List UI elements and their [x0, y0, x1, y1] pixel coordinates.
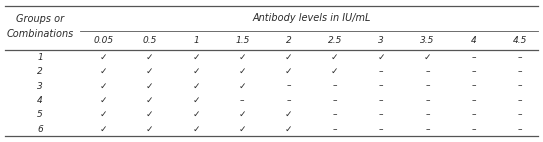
- Text: ✓: ✓: [238, 82, 246, 90]
- Text: –: –: [332, 125, 337, 134]
- Text: 5: 5: [37, 110, 43, 119]
- Text: ✓: ✓: [192, 82, 200, 90]
- Text: –: –: [240, 96, 244, 105]
- Text: ✓: ✓: [285, 110, 292, 119]
- Text: 3.5: 3.5: [420, 36, 434, 45]
- Text: –: –: [425, 96, 430, 105]
- Text: Combinations: Combinations: [7, 29, 74, 39]
- Text: 3: 3: [378, 36, 384, 45]
- Text: ✓: ✓: [100, 125, 108, 134]
- Text: –: –: [471, 53, 476, 62]
- Text: –: –: [425, 110, 430, 119]
- Text: –: –: [379, 125, 383, 134]
- Text: –: –: [332, 82, 337, 90]
- Text: –: –: [471, 67, 476, 76]
- Text: ✓: ✓: [192, 96, 200, 105]
- Text: 4.5: 4.5: [513, 36, 527, 45]
- Text: ✓: ✓: [100, 110, 108, 119]
- Text: 1.5: 1.5: [235, 36, 249, 45]
- Text: Groups or: Groups or: [16, 14, 64, 24]
- Text: ✓: ✓: [146, 110, 154, 119]
- Text: –: –: [379, 96, 383, 105]
- Text: 2: 2: [37, 67, 43, 76]
- Text: –: –: [517, 125, 522, 134]
- Text: –: –: [332, 110, 337, 119]
- Text: ✓: ✓: [331, 53, 339, 62]
- Text: ✓: ✓: [146, 125, 154, 134]
- Text: –: –: [471, 110, 476, 119]
- Text: ✓: ✓: [100, 96, 108, 105]
- Text: 2: 2: [286, 36, 292, 45]
- Text: –: –: [471, 96, 476, 105]
- Text: –: –: [517, 82, 522, 90]
- Text: 6: 6: [37, 125, 43, 134]
- Text: ✓: ✓: [192, 53, 200, 62]
- Text: –: –: [332, 96, 337, 105]
- Text: –: –: [425, 125, 430, 134]
- Text: ✓: ✓: [238, 53, 246, 62]
- Text: –: –: [471, 82, 476, 90]
- Text: ✓: ✓: [100, 53, 108, 62]
- Text: ✓: ✓: [238, 110, 246, 119]
- Text: –: –: [471, 125, 476, 134]
- Text: 3: 3: [37, 82, 43, 90]
- Text: ✓: ✓: [285, 53, 292, 62]
- Text: –: –: [425, 82, 430, 90]
- Text: ✓: ✓: [192, 67, 200, 76]
- Text: ✓: ✓: [146, 96, 154, 105]
- Text: 0.5: 0.5: [143, 36, 157, 45]
- Text: ✓: ✓: [377, 53, 385, 62]
- Text: 4: 4: [37, 96, 43, 105]
- Text: ✓: ✓: [146, 82, 154, 90]
- Text: –: –: [517, 110, 522, 119]
- Text: –: –: [286, 82, 291, 90]
- Text: 1: 1: [193, 36, 199, 45]
- Text: –: –: [517, 67, 522, 76]
- Text: ✓: ✓: [146, 67, 154, 76]
- Text: ✓: ✓: [331, 67, 339, 76]
- Text: –: –: [379, 82, 383, 90]
- Text: 1: 1: [37, 53, 43, 62]
- Text: ✓: ✓: [238, 125, 246, 134]
- Text: ✓: ✓: [424, 53, 431, 62]
- Text: –: –: [517, 53, 522, 62]
- Text: –: –: [425, 67, 430, 76]
- Text: –: –: [379, 110, 383, 119]
- Text: 4: 4: [471, 36, 476, 45]
- Text: ✓: ✓: [100, 67, 108, 76]
- Text: ✓: ✓: [285, 67, 292, 76]
- Text: ✓: ✓: [285, 125, 292, 134]
- Text: 0.05: 0.05: [93, 36, 113, 45]
- Text: –: –: [286, 96, 291, 105]
- Text: ✓: ✓: [192, 125, 200, 134]
- Text: ✓: ✓: [192, 110, 200, 119]
- Text: ✓: ✓: [238, 67, 246, 76]
- Text: ✓: ✓: [146, 53, 154, 62]
- Text: –: –: [379, 67, 383, 76]
- Text: –: –: [517, 96, 522, 105]
- Text: ✓: ✓: [100, 82, 108, 90]
- Text: Antibody levels in IU/mL: Antibody levels in IU/mL: [252, 13, 371, 23]
- Text: 2.5: 2.5: [327, 36, 342, 45]
